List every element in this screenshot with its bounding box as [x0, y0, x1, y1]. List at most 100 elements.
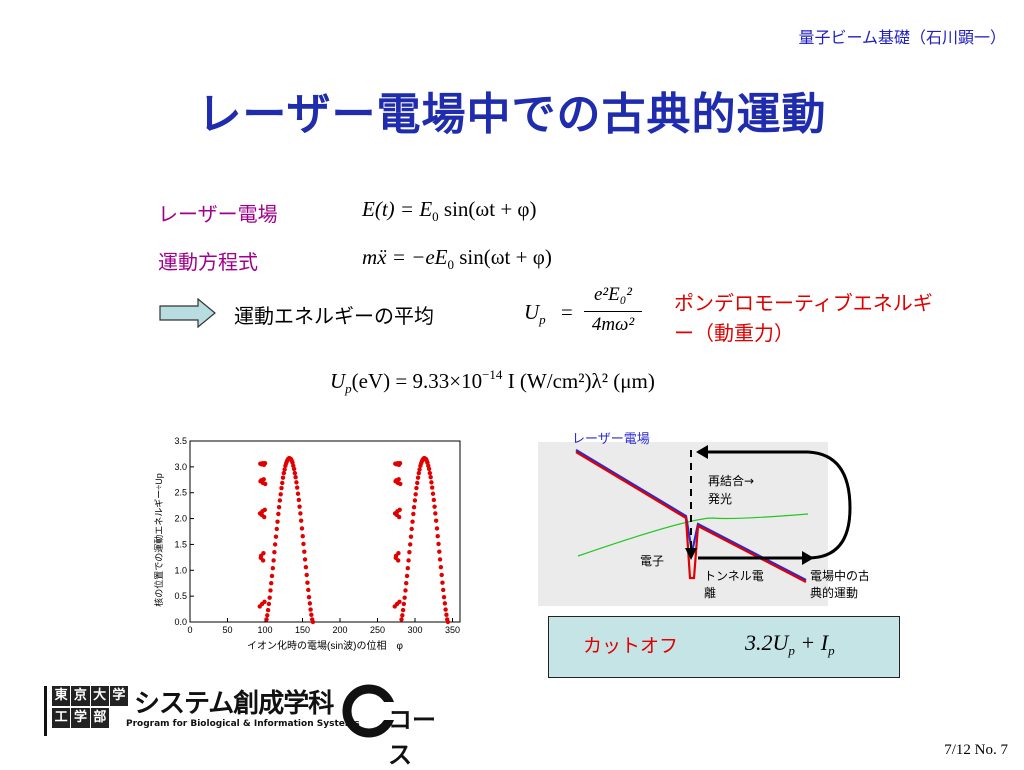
- data-point: [398, 481, 403, 487]
- course-name: 量子ビーム基礎（石川顕一）: [798, 28, 1006, 47]
- upn-symbol: U: [330, 369, 346, 393]
- eom-equation: mẍ = −eE0 sin(ωt + φ): [362, 245, 552, 273]
- data-point: [396, 477, 401, 482]
- data-point: [404, 581, 409, 586]
- cutoff-p: p: [788, 643, 795, 658]
- plot-points: [257, 455, 451, 625]
- data-point: [282, 467, 287, 472]
- trajectory-loop: [698, 450, 852, 560]
- data-point: [298, 511, 303, 516]
- eom-eq-rhs: sin(ωt + φ): [453, 245, 552, 269]
- data-point: [417, 467, 422, 472]
- data-point: [404, 573, 410, 579]
- data-point: [400, 607, 406, 613]
- data-point: [429, 485, 435, 490]
- x-tick-label: 250: [370, 625, 385, 635]
- data-point: [426, 466, 432, 472]
- logo-univ: 東 京 大 学: [52, 686, 128, 706]
- logo-dept-char: 工: [52, 708, 71, 728]
- electron-label: 電子: [640, 554, 664, 568]
- eom-label: 運動方程式: [158, 250, 258, 274]
- avg-label: 運動エネルギーの平均: [234, 304, 434, 328]
- data-point: [434, 526, 440, 531]
- cutoff-box: カットオフ 3.2Up + Ip: [548, 616, 900, 678]
- field-eq-rhs: sin(ωt + φ): [438, 197, 537, 221]
- logo-univ-char: 大: [90, 686, 109, 706]
- plot-ylabel: 核の位置での運動エネルギー÷Up: [153, 473, 164, 606]
- plot-xticks: 0 50 100 150 200 250 300 350: [187, 618, 460, 635]
- potential-curve-red: [575, 451, 807, 583]
- cutoff-label: カットオフ: [583, 635, 679, 657]
- data-point: [405, 566, 410, 571]
- data-point: [267, 595, 272, 600]
- eom-eq-sub: 0: [447, 257, 454, 272]
- data-point: [411, 504, 417, 510]
- logo-univ-char: 東: [52, 686, 71, 706]
- data-point: [301, 541, 306, 547]
- data-point: [433, 518, 439, 523]
- data-point: [430, 491, 436, 496]
- page-title: レーザー電場中での古典的運動: [197, 89, 827, 140]
- data-point: [444, 612, 449, 617]
- up-numeric-formula: Up(eV) = 9.33×10−14 I (W/cm²)λ² (μm): [330, 367, 655, 397]
- field-eq-sub: 0: [432, 209, 439, 224]
- data-point: [300, 533, 305, 539]
- data-point: [433, 511, 438, 516]
- data-point: [397, 461, 403, 466]
- x-tick-label: 150: [295, 625, 310, 635]
- right-arrow-icon: [159, 298, 216, 328]
- data-point: [429, 480, 434, 485]
- logo-course: コース: [388, 706, 436, 769]
- data-point: [441, 594, 447, 600]
- data-point: [397, 599, 402, 605]
- data-point: [278, 492, 283, 497]
- data-point: [292, 470, 298, 476]
- data-point: [262, 599, 267, 605]
- logo-bar: [44, 686, 47, 736]
- data-point: [296, 497, 302, 503]
- data-point: [432, 504, 437, 509]
- plot-frame: [189, 440, 461, 623]
- diagram-laser-label: レーザー電場: [572, 432, 650, 447]
- data-point: [412, 498, 418, 503]
- data-point: [399, 617, 404, 622]
- data-point: [406, 558, 411, 563]
- diagram-bg: [538, 442, 828, 606]
- data-point: [281, 470, 287, 476]
- logo-univ-char: 京: [71, 686, 90, 706]
- cutoff-3up: 3.2U: [745, 630, 789, 655]
- data-point: [262, 461, 268, 466]
- upn-sub: p: [345, 381, 352, 396]
- data-point: [291, 466, 297, 472]
- up-symbol: U: [524, 300, 540, 324]
- data-point: [276, 504, 282, 510]
- data-point: [304, 572, 309, 578]
- y-tick-label: 3.5: [174, 436, 187, 446]
- emission-label: 発光: [708, 492, 732, 506]
- data-point: [413, 492, 418, 497]
- data-point: [414, 485, 419, 491]
- data-point: [295, 491, 301, 496]
- data-point: [441, 587, 446, 593]
- data-point: [298, 518, 304, 523]
- page-number: 7/12 No. 7: [944, 742, 1008, 758]
- data-point: [402, 595, 407, 600]
- data-point: [415, 480, 420, 486]
- ponderomotive-label: ポンデロモーティブエネルギー（動重力）: [674, 291, 933, 345]
- data-point: [416, 470, 422, 476]
- energy-scatter-plot: 核の位置での運動エネルギー÷Up 0.0 0.5 1.0 1.5 2.0 2.5 3.0 3.…: [153, 436, 461, 652]
- data-point: [307, 601, 313, 606]
- data-point: [306, 594, 312, 600]
- x-tick-label: 300: [407, 625, 422, 635]
- data-point: [274, 526, 279, 532]
- data-point: [411, 511, 416, 517]
- plot-yticks: 0.0 0.5 1.0 1.5 2.0 2.5 3.0 3.5: [174, 436, 194, 627]
- classical-label: 電場中の古: [810, 568, 868, 583]
- data-point: [431, 497, 437, 503]
- data-point: [266, 601, 272, 607]
- fraction-bar: [584, 311, 642, 312]
- data-point: [445, 619, 451, 625]
- data-point: [408, 542, 413, 547]
- data-point: [435, 533, 440, 539]
- data-point: [396, 558, 401, 563]
